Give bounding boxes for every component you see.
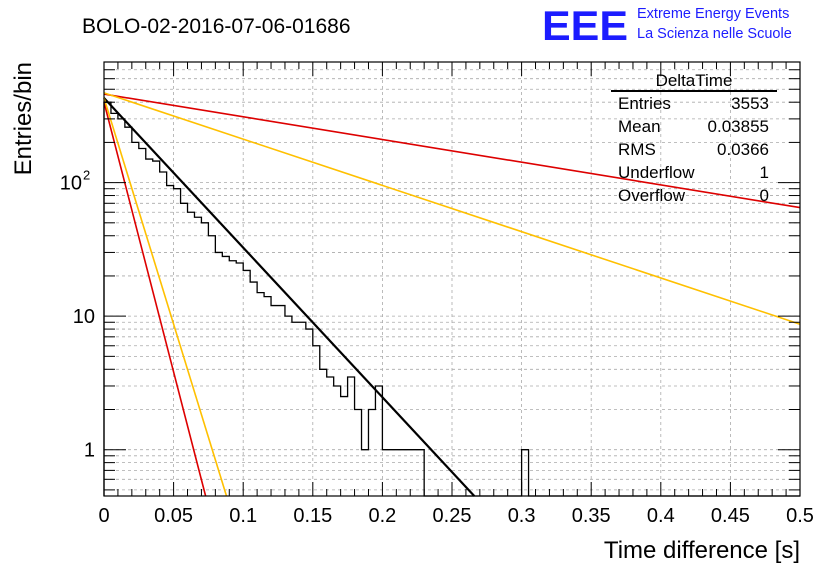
x-tick-label: 0.25 bbox=[433, 505, 472, 527]
y-tick-label: 10 bbox=[73, 306, 95, 328]
stats-label: Underflow bbox=[618, 163, 695, 182]
stats-label: Overflow bbox=[618, 186, 686, 205]
y-tick-exponent: 2 bbox=[83, 168, 90, 183]
fit-line bbox=[103, 102, 207, 497]
x-tick-label: 0.2 bbox=[368, 505, 396, 527]
x-tick-label: 0.45 bbox=[711, 505, 750, 527]
stats-label: Entries bbox=[618, 94, 671, 113]
eee-logo: EEE Extreme Energy Events La Scienza nel… bbox=[542, 2, 792, 49]
stats-value: 1 bbox=[760, 163, 769, 182]
y-axis-label: Entries/bin bbox=[10, 62, 37, 175]
stats-value: 3553 bbox=[731, 94, 769, 113]
y-tick-label: 1 bbox=[84, 440, 95, 462]
fit-line bbox=[103, 97, 228, 497]
x-tick-label: 0.3 bbox=[508, 505, 536, 527]
x-tick-label: 0 bbox=[98, 505, 109, 527]
stats-value: 0.0366 bbox=[717, 140, 769, 159]
stats-label: RMS bbox=[618, 140, 656, 159]
stats-value: 0.03855 bbox=[708, 117, 769, 136]
fit-line bbox=[103, 92, 801, 325]
fit-line bbox=[103, 97, 476, 497]
x-tick-label: 0.1 bbox=[229, 505, 257, 527]
y-tick-label: 10 bbox=[60, 173, 82, 195]
axes: 0 0.05 0.1 0.15 0.2 0.25 0.3 0.35 0.4 0.45 0.51101… bbox=[60, 61, 814, 527]
logo-line1: Extreme Energy Events bbox=[637, 6, 789, 22]
x-tick-label: 0.15 bbox=[293, 505, 332, 527]
stats-label: Mean bbox=[618, 117, 661, 136]
run-title: BOLO-02-2016-07-06-01686 bbox=[82, 15, 351, 38]
x-tick-label: 0.4 bbox=[647, 505, 675, 527]
stats-title: DeltaTime bbox=[656, 71, 733, 90]
fit-curves bbox=[103, 92, 801, 497]
logo-line2: La Scienza nelle Scuole bbox=[637, 26, 792, 42]
x-tick-label: 0.35 bbox=[572, 505, 611, 527]
x-tick-label: 0.05 bbox=[154, 505, 193, 527]
stats-value: 0 bbox=[760, 186, 769, 205]
x-axis-label: Time difference [s] bbox=[604, 537, 800, 564]
logo-letters: EEE bbox=[542, 2, 628, 49]
stats-box: DeltaTime Entries 3553 Mean 0.03855 RMS 0.036… bbox=[611, 71, 777, 205]
x-tick-label: 0.5 bbox=[786, 505, 814, 527]
fit-line bbox=[103, 93, 801, 209]
